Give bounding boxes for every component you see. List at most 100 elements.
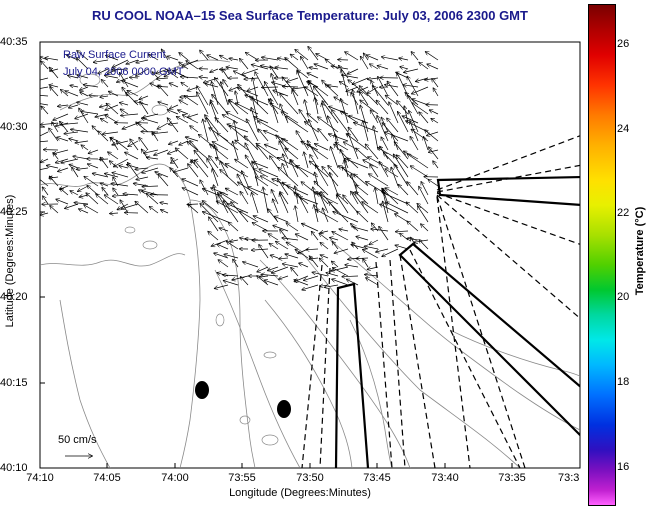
current-vector	[195, 160, 209, 178]
current-vector	[357, 211, 369, 223]
current-vector	[296, 234, 309, 241]
current-vector	[376, 248, 389, 252]
current-vector	[395, 214, 409, 223]
x-axis-title: Longitude (Degrees:Minutes)	[229, 487, 371, 499]
current-vector	[325, 285, 339, 287]
current-vector	[170, 104, 179, 109]
current-vector	[259, 169, 279, 178]
current-vector	[208, 232, 219, 241]
current-vector	[253, 216, 269, 223]
current-vector	[40, 86, 49, 89]
current-vector	[139, 138, 149, 151]
current-vector	[397, 101, 409, 115]
colorbar-tick-label: 22	[617, 207, 630, 219]
current-vector	[197, 92, 209, 115]
current-vector	[240, 192, 249, 205]
current-vector	[330, 238, 339, 240]
current-vector	[102, 80, 109, 88]
current-vector	[332, 279, 349, 286]
y-tick-label: 40:25	[0, 206, 28, 218]
current-vector	[314, 181, 329, 196]
current-vector	[279, 258, 289, 259]
current-vector	[307, 141, 319, 160]
current-vector	[184, 96, 199, 106]
current-vector	[353, 227, 369, 232]
current-vector	[211, 239, 229, 246]
current-vector	[294, 280, 309, 286]
current-vector	[320, 231, 329, 233]
current-vector	[215, 118, 229, 133]
current-vector	[403, 85, 419, 87]
current-vector	[291, 54, 299, 61]
current-vector	[353, 90, 359, 115]
current-vector	[387, 118, 399, 133]
current-vector	[70, 191, 79, 196]
current-vector	[92, 126, 99, 133]
current-vector	[286, 242, 299, 250]
current-vector	[315, 165, 329, 187]
current-vector	[236, 103, 259, 115]
current-vector	[135, 202, 149, 214]
current-vector	[356, 185, 369, 196]
current-vector	[178, 110, 189, 115]
current-vector	[180, 96, 199, 97]
current-vector	[271, 190, 279, 205]
current-vector	[309, 120, 319, 142]
current-vector	[209, 217, 219, 232]
current-vector	[252, 249, 269, 250]
current-vector	[259, 245, 269, 259]
current-vector	[53, 113, 69, 120]
current-vector	[203, 119, 209, 142]
x-tick-label: 74:05	[93, 472, 121, 484]
current-vector	[207, 55, 219, 61]
current-vector	[411, 52, 419, 61]
current-vector	[43, 196, 49, 205]
radar-sectors	[334, 175, 580, 468]
current-vector	[220, 161, 229, 178]
current-vector	[361, 57, 369, 70]
current-vector	[376, 100, 389, 115]
x-tick-label: 73:3	[558, 472, 580, 484]
current-vector	[269, 244, 279, 250]
current-vector	[429, 147, 439, 160]
current-vector	[130, 139, 139, 151]
current-vector	[385, 169, 399, 178]
buoy-marker-east	[277, 400, 291, 418]
current-vector	[430, 110, 439, 115]
current-vector	[73, 156, 89, 160]
current-vector	[235, 140, 249, 151]
current-vector	[362, 202, 379, 214]
current-vector	[75, 113, 89, 119]
current-vector	[377, 66, 389, 70]
current-vector	[345, 52, 359, 61]
current-vector	[217, 244, 229, 250]
current-vector	[80, 92, 89, 97]
current-vector	[307, 73, 319, 79]
current-vector	[80, 86, 89, 90]
current-vector	[229, 100, 249, 115]
current-vector	[259, 129, 269, 142]
current-vector	[210, 145, 229, 160]
current-vector	[47, 166, 59, 169]
current-vector	[255, 72, 269, 97]
current-vector	[86, 193, 99, 205]
current-vector	[383, 201, 389, 223]
current-vector	[224, 254, 239, 259]
current-vector	[261, 274, 279, 276]
current-vector	[339, 229, 349, 231]
current-vector	[167, 118, 179, 133]
current-vector	[100, 96, 109, 97]
current-vector	[328, 166, 339, 178]
current-vector	[179, 62, 189, 70]
current-vector	[254, 169, 269, 178]
current-vector	[365, 144, 379, 160]
current-vector	[304, 152, 309, 169]
current-vector	[268, 234, 279, 241]
current-vector	[128, 163, 139, 178]
current-vector	[79, 209, 89, 214]
current-vector	[320, 255, 329, 259]
current-vector	[398, 185, 409, 196]
current-vector	[333, 212, 359, 223]
current-vector	[412, 86, 429, 94]
current-vector	[316, 209, 339, 223]
